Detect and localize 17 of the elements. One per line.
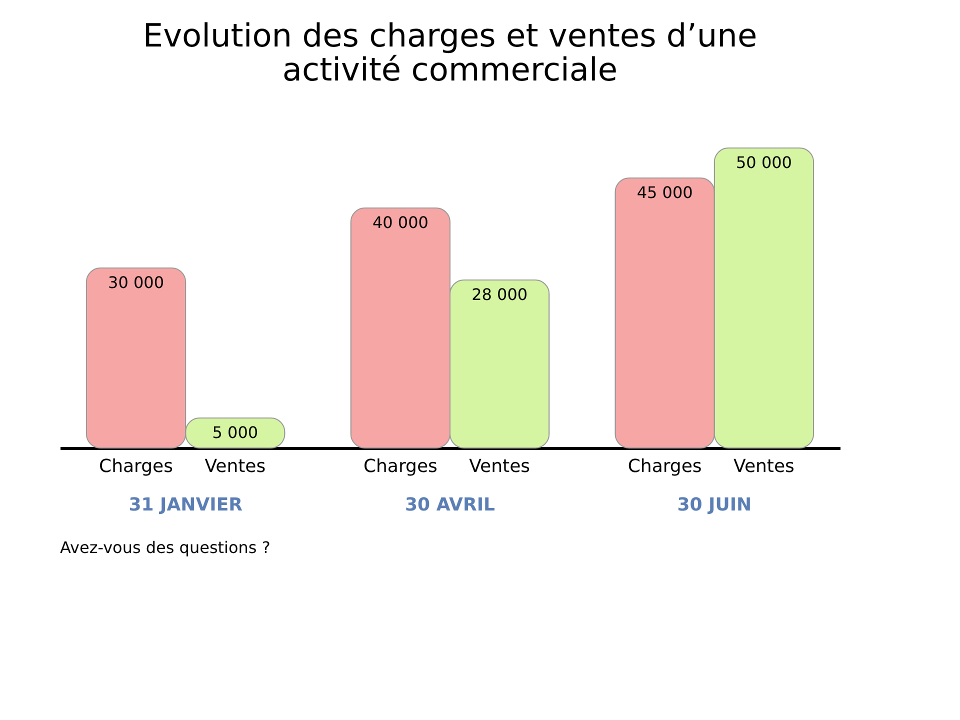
text: Charges bbox=[628, 456, 702, 477]
x-tick-label: 30 AVRIL bbox=[405, 494, 495, 516]
data-label: 30 000 bbox=[108, 273, 164, 292]
text: Ventes bbox=[469, 456, 530, 477]
data-label: 50 000 bbox=[736, 153, 792, 172]
data-label: 28 000 bbox=[472, 285, 528, 304]
data-label: 40 000 bbox=[372, 213, 428, 232]
text: Charges bbox=[363, 456, 438, 477]
chart-title: Evolution des charges et ventes d’une activité commerciale bbox=[142, 16, 758, 88]
data-label: 45 000 bbox=[636, 183, 693, 202]
series-label: Ventes bbox=[204, 456, 266, 477]
text: Avez-vous des questions ? bbox=[60, 538, 270, 557]
text: Ventes bbox=[734, 456, 794, 477]
series-label: Charges bbox=[99, 456, 173, 477]
x-tick-label: 30 JUIN bbox=[677, 494, 752, 516]
x-tick-label: 31 JANVIER bbox=[128, 494, 243, 516]
data-label: 5 000 bbox=[212, 423, 258, 442]
